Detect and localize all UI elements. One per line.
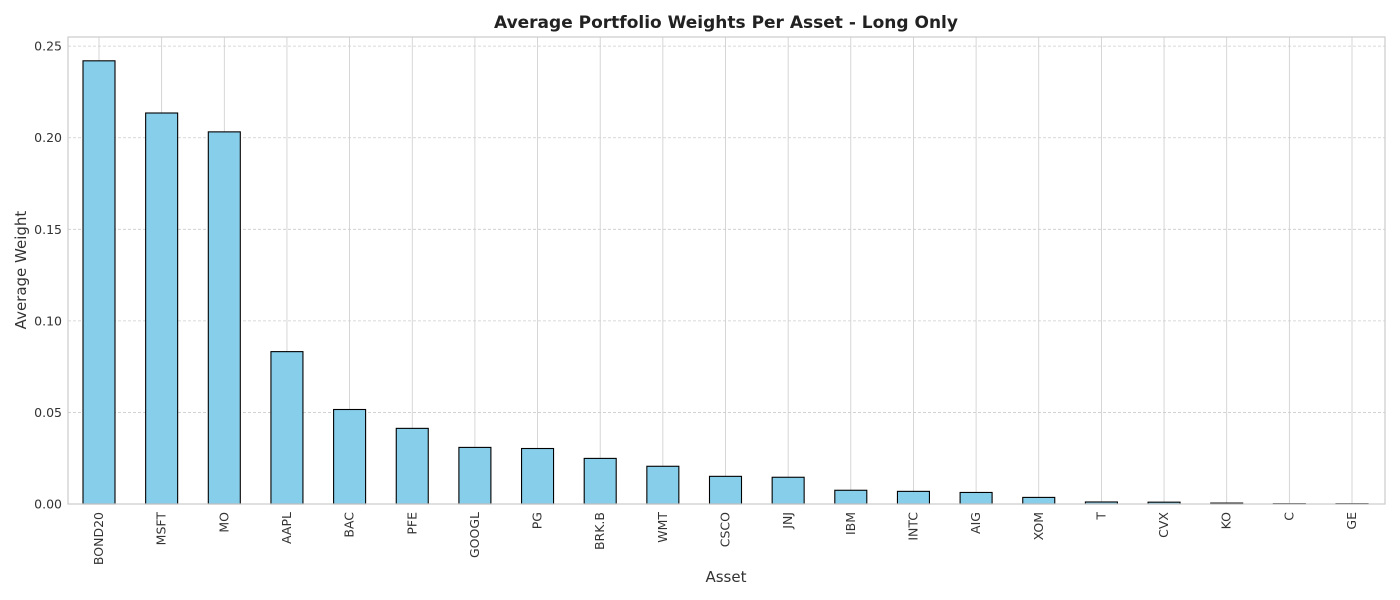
bar-pg xyxy=(520,447,555,505)
bars xyxy=(82,60,1369,505)
y-tick-label: 0.20 xyxy=(34,130,62,145)
x-tick-label: MO xyxy=(216,512,231,533)
x-tick-label: BOND20 xyxy=(91,512,106,565)
y-tick-label: 0.25 xyxy=(34,39,62,54)
bar-msft xyxy=(145,112,179,505)
x-tick-label: INTC xyxy=(905,512,920,541)
bar-aapl xyxy=(270,351,304,505)
x-tick-label: KO xyxy=(1219,512,1234,530)
x-tick-label: PFE xyxy=(404,512,419,535)
x-axis-label: Asset xyxy=(705,568,746,586)
bar-ibm xyxy=(834,489,868,505)
bar-pfe xyxy=(395,427,429,505)
bar-csco xyxy=(708,475,743,505)
y-axis-label: Average Weight xyxy=(12,211,30,330)
y-tick-label: 0.05 xyxy=(34,405,62,420)
x-tick-label: CVX xyxy=(1156,512,1171,538)
x-tick-label: JNJ xyxy=(780,512,795,530)
x-tick-label: AAPL xyxy=(279,512,294,544)
bar-googl xyxy=(458,446,492,505)
x-tick-label: GE xyxy=(1344,512,1359,530)
bar-xom xyxy=(1022,496,1056,505)
bar-jnj xyxy=(771,476,805,505)
bar-wmt xyxy=(646,465,680,505)
y-tick-label: 0.15 xyxy=(34,222,62,237)
bar-intc xyxy=(896,490,931,505)
y-tick-label: 0.00 xyxy=(34,497,62,512)
y-axis-ticks: 0.00 0.05 0.10 0.15 0.20 0.25 xyxy=(34,39,62,512)
x-tick-label: WMT xyxy=(655,512,670,543)
bar-mo xyxy=(207,131,241,505)
bar-aig xyxy=(959,491,993,505)
x-tick-label: CSCO xyxy=(718,512,733,547)
bar-brk-b xyxy=(583,457,617,505)
grid xyxy=(68,37,1385,505)
x-axis-ticks: BOND20 MSFT MO AAPL BAC PFE GOOGL PG BRK.B WMT CSC… xyxy=(91,512,1359,566)
x-tick-label: T xyxy=(1093,512,1108,521)
x-tick-label: C xyxy=(1281,512,1296,521)
x-tick-label: BRK.B xyxy=(592,512,607,550)
y-tick-label: 0.10 xyxy=(34,313,62,328)
x-tick-label: GOOGL xyxy=(467,512,482,558)
x-tick-label: PG xyxy=(530,512,545,529)
bar-bac xyxy=(333,408,367,505)
x-tick-label: IBM xyxy=(843,512,858,535)
x-tick-label: BAC xyxy=(342,512,357,538)
chart-title: Average Portfolio Weights Per Asset - Lo… xyxy=(494,13,958,33)
bar-bond20 xyxy=(82,60,116,505)
plot-frame xyxy=(67,36,1386,505)
x-tick-label: MSFT xyxy=(154,512,169,546)
x-tick-label: AIG xyxy=(968,512,983,534)
x-tick-label: XOM xyxy=(1031,512,1046,540)
